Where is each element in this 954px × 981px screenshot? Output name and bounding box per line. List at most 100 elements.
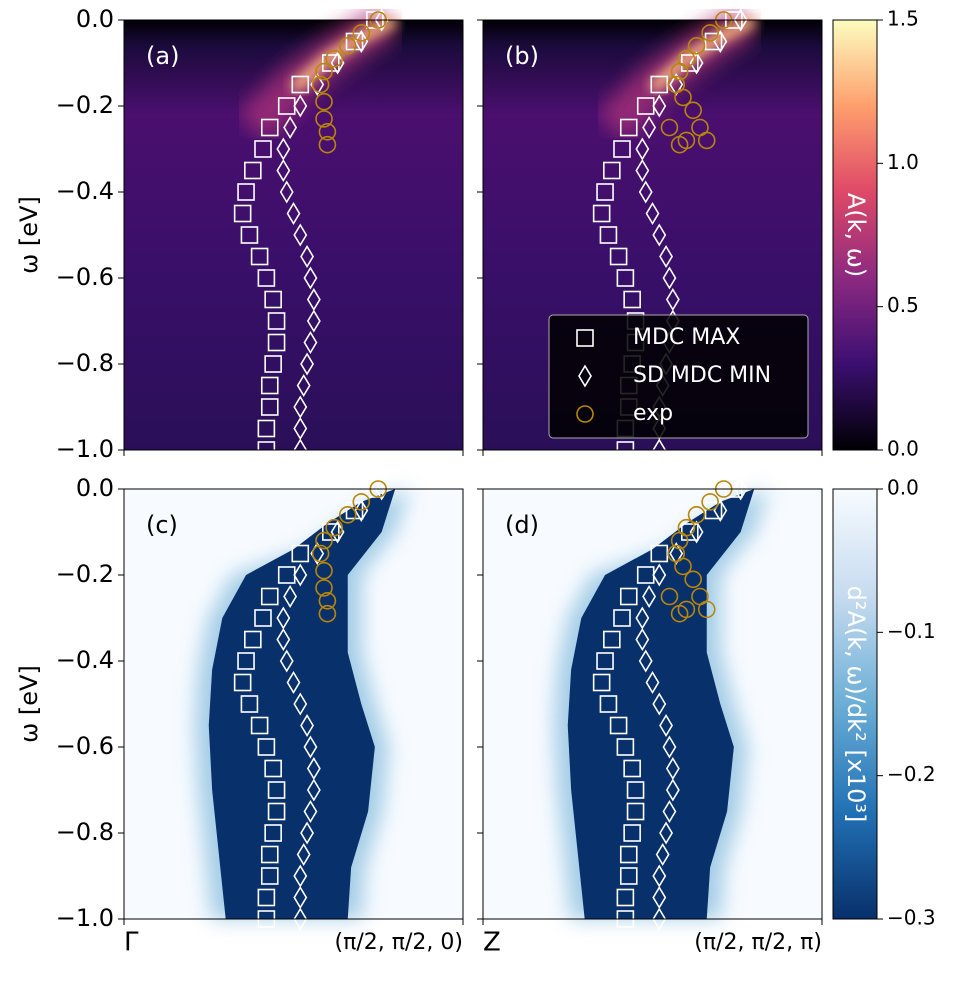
circle-marker	[660, 118, 679, 137]
legend-marker	[576, 405, 594, 423]
square-marker	[250, 247, 269, 266]
legend-label: MDC MAX	[633, 325, 740, 350]
diamond-marker	[300, 352, 314, 376]
square-marker	[240, 695, 259, 713]
diamond-marker	[300, 713, 314, 738]
x-tick-label: Z	[483, 928, 501, 958]
square-marker	[623, 290, 641, 309]
diamond-marker	[733, 477, 748, 501]
circle-marker	[311, 75, 330, 94]
circle-marker	[701, 493, 719, 511]
square-marker	[619, 845, 638, 864]
diamond-marker	[659, 821, 673, 845]
colorbar-tick-label: −0.3	[887, 906, 936, 930]
square-marker	[623, 824, 641, 842]
y-tick-label: −0.6	[56, 263, 114, 291]
diamond-marker	[286, 201, 301, 226]
square-marker	[233, 204, 252, 223]
circle-marker	[687, 505, 706, 524]
colorbar-tick-label: 0.0	[887, 437, 919, 461]
square-marker	[596, 652, 614, 670]
diamond-marker	[638, 180, 653, 204]
square-marker	[616, 888, 635, 907]
x-tick-label: (π/2, π/2, π)	[694, 930, 822, 955]
square-marker	[613, 140, 631, 158]
diamond-marker	[642, 115, 657, 140]
circle-marker	[325, 518, 343, 537]
square-marker	[626, 781, 645, 799]
colorbar-tick-label: 0.0	[887, 476, 919, 500]
square-marker	[619, 118, 638, 137]
square-marker	[592, 204, 611, 223]
diamond-marker	[652, 563, 667, 587]
square-marker	[680, 523, 699, 541]
diamond-marker	[293, 94, 308, 118]
circle-marker	[338, 36, 357, 55]
colorbar-tick-label: 1.5	[887, 7, 919, 31]
circle-marker	[670, 135, 689, 154]
diamond-marker	[276, 627, 291, 652]
square-marker	[257, 888, 276, 907]
diamond-marker	[655, 842, 670, 867]
circle-marker	[318, 135, 337, 154]
diamond-marker	[689, 51, 704, 75]
colorbar-label: A(k, ω)	[842, 193, 870, 277]
diamond-marker	[303, 266, 318, 290]
square-marker	[244, 161, 262, 180]
diamond-marker	[283, 584, 298, 609]
square-marker	[616, 269, 635, 287]
square-marker	[613, 609, 631, 627]
square-marker	[257, 269, 276, 287]
square-marker	[704, 501, 723, 520]
circle-marker	[338, 505, 357, 524]
circle-marker	[697, 600, 716, 619]
diamond-marker	[665, 778, 680, 802]
square-marker	[680, 54, 699, 72]
legend-label: exp	[633, 401, 673, 426]
circle-marker	[315, 561, 333, 580]
diamond-marker	[293, 907, 308, 931]
square-marker	[264, 824, 282, 842]
circle-marker	[315, 531, 333, 550]
plot-frame	[123, 488, 464, 920]
legend-marker	[576, 329, 594, 347]
square-marker	[599, 695, 618, 713]
diamond-marker	[279, 180, 294, 204]
circle-marker	[318, 591, 337, 610]
colorbar	[832, 19, 878, 451]
square-marker	[254, 609, 272, 627]
colorbar-tick-label: 1.0	[887, 150, 919, 174]
colorbar-tick-label: −0.1	[887, 619, 936, 643]
y-tick-label: 0.0	[76, 474, 114, 502]
square-marker	[257, 738, 276, 756]
diamond-marker	[300, 244, 314, 269]
circle-marker	[311, 544, 330, 563]
diamond-marker	[293, 223, 308, 247]
panel-label: (a)	[146, 42, 179, 70]
diamond-marker	[652, 223, 667, 247]
circle-marker	[670, 62, 689, 81]
circle-marker	[318, 123, 337, 141]
x-tick-label: Γ	[124, 928, 139, 958]
diamond-marker	[635, 158, 650, 183]
circle-marker	[670, 604, 689, 623]
square-marker	[237, 652, 255, 670]
diamond-marker	[300, 821, 314, 845]
circle-marker	[318, 604, 337, 623]
y-tick-label: −0.8	[56, 818, 114, 846]
square-marker	[704, 32, 723, 51]
legend-marker	[578, 364, 592, 388]
diamond-marker	[296, 373, 311, 398]
square-marker	[609, 716, 628, 735]
colorbar-tick-label: 0.5	[887, 293, 919, 317]
y-tick-label: −0.2	[56, 560, 114, 588]
diamond-marker	[662, 266, 677, 290]
square-marker	[603, 161, 621, 180]
diamond-marker	[303, 735, 318, 759]
y-tick-label: −0.6	[56, 732, 114, 760]
circle-marker	[674, 88, 692, 107]
legend-box	[548, 314, 809, 439]
square-marker	[237, 183, 255, 201]
square-marker	[623, 759, 641, 778]
